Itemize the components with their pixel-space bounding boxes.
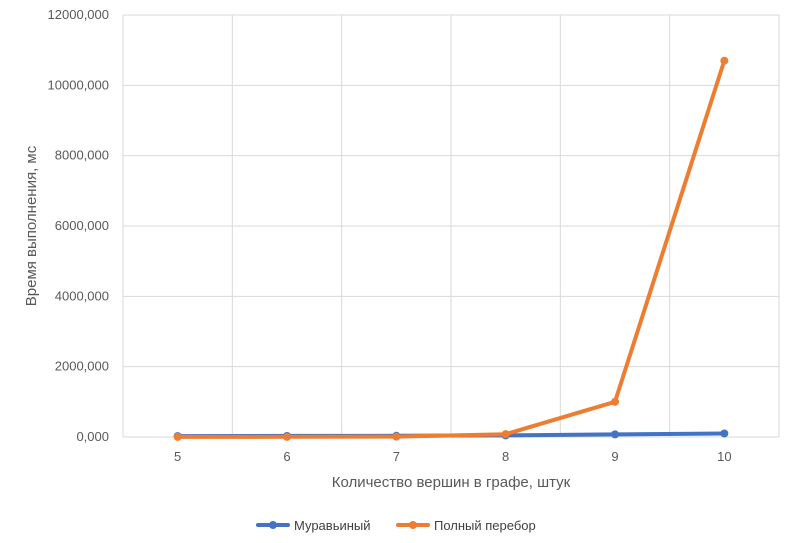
series-group: [173, 56, 729, 441]
x-axis-ticks: 5 6 7 8 9 10: [174, 449, 732, 464]
legend-item-ant: Муравьиный: [256, 518, 371, 533]
y-tick-label: 12000,000: [48, 7, 109, 22]
legend: Муравьиный Полный перебор: [256, 518, 536, 533]
x-axis-title: Количество вершин в графе, штук: [332, 474, 571, 491]
x-tick-label: 7: [393, 449, 400, 464]
data-point: [173, 432, 182, 441]
data-point: [501, 430, 510, 439]
y-tick-label: 6000,000: [55, 218, 109, 233]
legend-label: Полный перебор: [434, 518, 536, 533]
legend-marker: [269, 521, 277, 529]
y-tick-label: 4000,000: [55, 288, 109, 303]
y-tick-label: 10000,000: [48, 77, 109, 92]
y-tick-label: 0,000: [76, 429, 109, 444]
x-tick-label: 8: [502, 449, 509, 464]
y-tick-label: 2000,000: [55, 359, 109, 374]
grid: [122, 14, 780, 438]
data-point: [611, 430, 619, 439]
series-1: [173, 56, 729, 441]
legend-marker: [409, 521, 417, 529]
data-point: [720, 429, 729, 438]
x-tick-label: 9: [611, 449, 618, 464]
y-axis-title: Время выполнения, мс: [23, 145, 40, 306]
y-tick-label: 8000,000: [55, 148, 109, 163]
data-point: [283, 432, 291, 441]
legend-item-bruteforce: Полный перебор: [396, 518, 536, 533]
data-point: [392, 432, 401, 441]
legend-label: Муравьиный: [294, 518, 371, 533]
series-line: [175, 58, 727, 439]
data-point: [611, 397, 619, 406]
y-axis-ticks: 0,000 2000,000 4000,000 6000,000 8000,000 100…: [48, 7, 109, 444]
x-tick-label: 5: [174, 449, 181, 464]
x-tick-label: 10: [717, 449, 731, 464]
x-tick-label: 6: [283, 449, 290, 464]
data-point: [720, 56, 729, 65]
